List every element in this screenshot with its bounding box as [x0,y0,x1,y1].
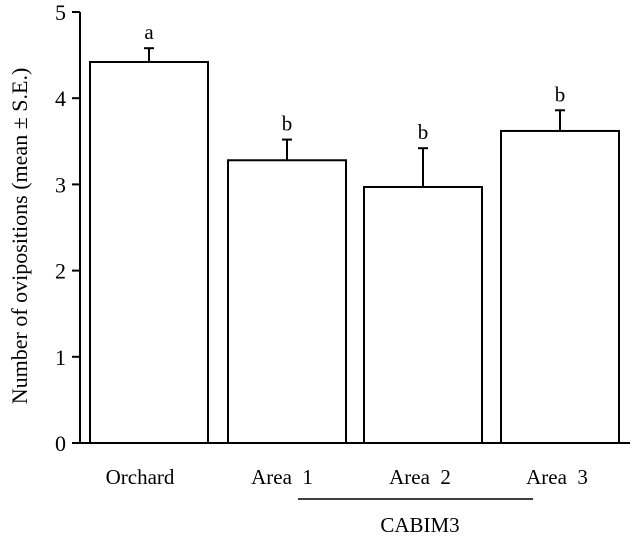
y-tick-label: 2 [55,259,66,284]
bar [500,129,620,444]
significance-letter: a [144,20,154,44]
y-axis-title: Number of ovipositions (mean ± S.E.) [7,68,32,405]
y-tick-label: 0 [55,431,66,456]
significance-letter: b [418,120,429,144]
significance-letters: a b b b [144,20,565,144]
error-bars [144,47,565,187]
x-category-label: Area 2 [389,465,451,489]
x-axis-labels: Orchard Area 1 Area 2 Area 3 [106,465,588,489]
group-label: CABIM3 [380,513,459,537]
y-tick-label: 5 [55,0,66,25]
significance-letter: b [282,112,293,136]
bars [89,60,620,444]
x-category-label: Area 1 [251,465,313,489]
x-category-label: Orchard [106,465,175,489]
bar [89,60,209,444]
y-tick-label: 4 [55,86,66,111]
bar [363,185,483,444]
y-axis-ticks: 0 1 2 3 4 5 [55,0,80,456]
x-category-label: Area 3 [526,465,588,489]
significance-letter: b [555,82,566,106]
y-tick-label: 3 [55,172,66,197]
bar [227,159,347,444]
y-tick-label: 1 [55,345,66,370]
